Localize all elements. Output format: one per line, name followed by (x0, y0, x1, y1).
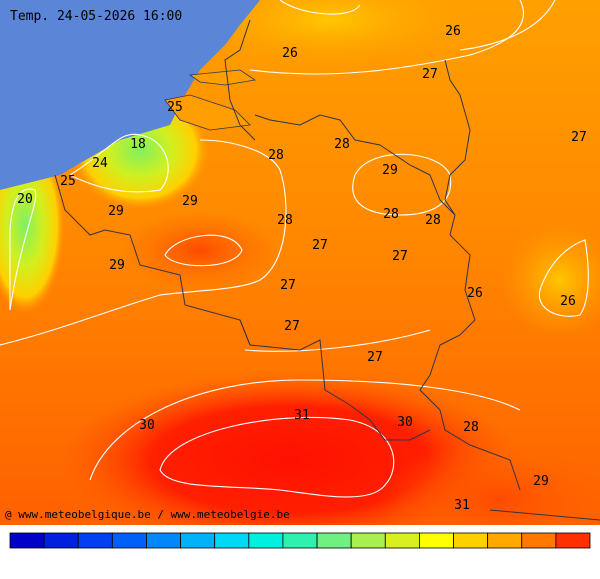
colorbar-swatch (521, 532, 557, 549)
contour-label: 31 (454, 498, 470, 513)
contour-label: 29 (533, 474, 549, 489)
contour-label: 26 (282, 46, 298, 61)
contour-label: 25 (167, 100, 183, 115)
colorbar-swatch (384, 532, 420, 549)
contour-label: 26 (445, 24, 461, 39)
contour-label: 30 (139, 418, 155, 433)
contour-labels: 26 26 27 25 27 18 28 24 28 29 25 20 29 29 28 28 28 27 27 29… (17, 24, 587, 513)
colorbar-swatch (43, 532, 79, 549)
contour-label: 26 (467, 286, 483, 301)
contour-label: 27 (422, 67, 438, 82)
contour-label: 29 (182, 194, 198, 209)
legend-area (0, 525, 600, 575)
colorbar (9, 532, 591, 549)
colorbar-swatch (555, 532, 591, 549)
contour-label: 27 (284, 319, 300, 334)
contour-label: 28 (425, 213, 441, 228)
isotherms (0, 0, 588, 497)
contour-label: 29 (109, 258, 125, 273)
map-field (0, 0, 600, 560)
contour-label: 29 (382, 163, 398, 178)
colorbar-swatch (180, 532, 216, 549)
contour-label: 27 (312, 238, 328, 253)
contour-label: 27 (571, 130, 587, 145)
contour-label: 27 (367, 350, 383, 365)
contour-label: 25 (60, 174, 76, 189)
contour-label: 31 (294, 408, 310, 423)
contour-label: 24 (92, 156, 108, 171)
colorbar-swatch (487, 532, 523, 549)
contour-label: 27 (392, 249, 408, 264)
colorbar-swatch (77, 532, 113, 549)
colorbar-swatch (9, 532, 45, 549)
colorbar-swatch (146, 532, 181, 549)
colorbar-swatch (111, 532, 147, 549)
contour-label: 18 (130, 137, 146, 152)
contour-label: 27 (280, 278, 296, 293)
colorbar-swatch (214, 532, 250, 549)
contour-label: 28 (268, 148, 284, 163)
colorbar-swatch (316, 532, 352, 549)
colorbar-swatch (419, 532, 454, 549)
contour-label: 26 (560, 294, 576, 309)
credit: @ www.meteobelgique.be / www.meteobelgie… (5, 508, 290, 521)
contour-label: 29 (108, 204, 124, 219)
contour-label: 28 (277, 213, 293, 228)
contour-label: 28 (383, 207, 399, 222)
borders (54, 19, 600, 521)
colorbar-swatch (248, 532, 284, 549)
contour-label: 28 (463, 420, 479, 435)
contour-label: 30 (397, 415, 413, 430)
contour-label: 28 (334, 137, 350, 152)
colorbar-swatch (282, 532, 318, 549)
colorbar-swatch (350, 532, 386, 549)
contour-label: 20 (17, 192, 33, 207)
colorbar-swatch (453, 532, 489, 549)
map-title: Temp. 24-05-2026 16:00 (10, 9, 182, 24)
